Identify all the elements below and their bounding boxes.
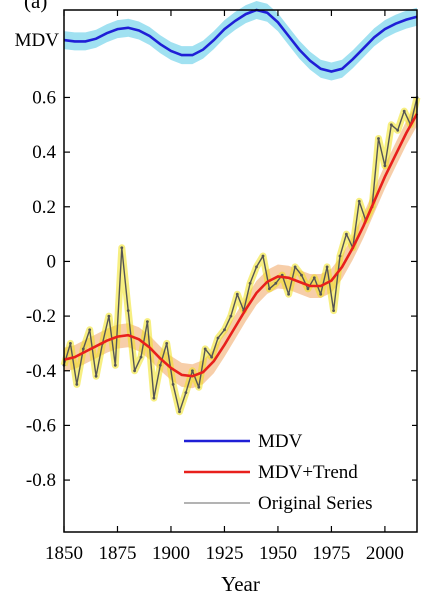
original-series-point xyxy=(319,292,323,296)
x-tick-label: 1875 xyxy=(98,543,136,564)
original-series-point xyxy=(274,281,278,285)
original-series-point xyxy=(402,109,406,113)
original-series-point xyxy=(146,320,149,323)
original-series-point xyxy=(345,232,348,236)
original-series-point xyxy=(81,347,85,351)
x-tick-label: 1975 xyxy=(312,543,350,564)
original-series-point xyxy=(235,292,239,296)
original-series-point xyxy=(332,309,335,312)
original-series-layer xyxy=(60,96,421,416)
original-series-point xyxy=(197,385,201,389)
original-series-point xyxy=(223,328,226,332)
y-tick-label: 0.2 xyxy=(32,197,56,218)
y-tick-label: -0.4 xyxy=(26,361,57,382)
original-series-point xyxy=(338,254,342,258)
original-series-point xyxy=(139,355,143,359)
x-axis-title: Year xyxy=(221,572,260,596)
original-series-point xyxy=(389,123,393,127)
original-series-point xyxy=(287,292,290,296)
original-series-spread xyxy=(60,96,421,416)
original-series-point xyxy=(203,347,207,351)
original-series-point xyxy=(69,342,72,345)
original-series-point xyxy=(248,281,252,285)
mdv-trend-line xyxy=(63,113,419,378)
x-tick-label: 2000 xyxy=(366,543,404,564)
original-series-point xyxy=(94,374,98,378)
original-series-point xyxy=(210,355,214,359)
plot-frame xyxy=(63,9,418,533)
original-series-point xyxy=(268,287,271,291)
original-series-point xyxy=(171,383,175,386)
original-series-point xyxy=(152,396,156,400)
original-series-point xyxy=(133,369,137,373)
original-series-point xyxy=(158,363,162,367)
original-series-point xyxy=(184,391,188,394)
legend-label-mdv-trend: MDV+Trend xyxy=(258,462,358,483)
original-series-point xyxy=(191,369,194,373)
original-series-point xyxy=(357,199,361,203)
legend: MDV MDV+Trend Original Series xyxy=(180,424,412,524)
original-series-point xyxy=(306,287,310,291)
original-series-point xyxy=(255,265,258,269)
original-series-point xyxy=(312,276,316,280)
original-series-point xyxy=(216,336,220,340)
original-series-point xyxy=(120,246,124,250)
y-tick-label: -0.2 xyxy=(26,306,56,327)
original-series-point xyxy=(107,314,111,318)
original-series-point xyxy=(396,128,400,132)
original-series-point xyxy=(377,137,380,140)
original-series-point xyxy=(261,254,265,258)
original-series-line xyxy=(63,97,418,413)
y-tick-label: -0.6 xyxy=(26,415,56,436)
x-tick-label: 1950 xyxy=(259,543,297,564)
original-series-point xyxy=(293,265,297,269)
original-series-point xyxy=(75,383,79,386)
original-series-point xyxy=(229,314,233,318)
original-series-point xyxy=(88,328,92,332)
original-series-point xyxy=(113,363,117,367)
original-series-point xyxy=(178,410,181,414)
x-tick-label: 1900 xyxy=(152,543,190,564)
axis-ticks: 1850 1875 1900 1925 1950 1975 2000 0.6 0.4 0.2 0 -0… xyxy=(26,10,417,564)
y-tick-label: 0.6 xyxy=(32,87,56,108)
legend-label-original-series: Original Series xyxy=(258,493,373,514)
mdv-line xyxy=(63,8,418,73)
legend-label-mdv: MDV xyxy=(258,431,303,452)
original-series-point xyxy=(126,309,130,312)
x-tick-label: 1850 xyxy=(45,543,83,564)
y-tick-label: 0 xyxy=(47,251,57,272)
y-tick-label: 0.4 xyxy=(32,142,56,163)
original-series-point xyxy=(383,164,387,168)
original-series-point xyxy=(300,273,303,277)
panel-label: (a) xyxy=(24,0,47,13)
original-series-point xyxy=(325,265,329,269)
x-tick-label: 1925 xyxy=(205,543,243,564)
y-tick-label: -0.8 xyxy=(26,470,56,491)
smoothed-lines-layer xyxy=(63,8,419,378)
mdv-axis-label: MDV xyxy=(15,30,60,51)
original-series-point xyxy=(165,342,169,345)
